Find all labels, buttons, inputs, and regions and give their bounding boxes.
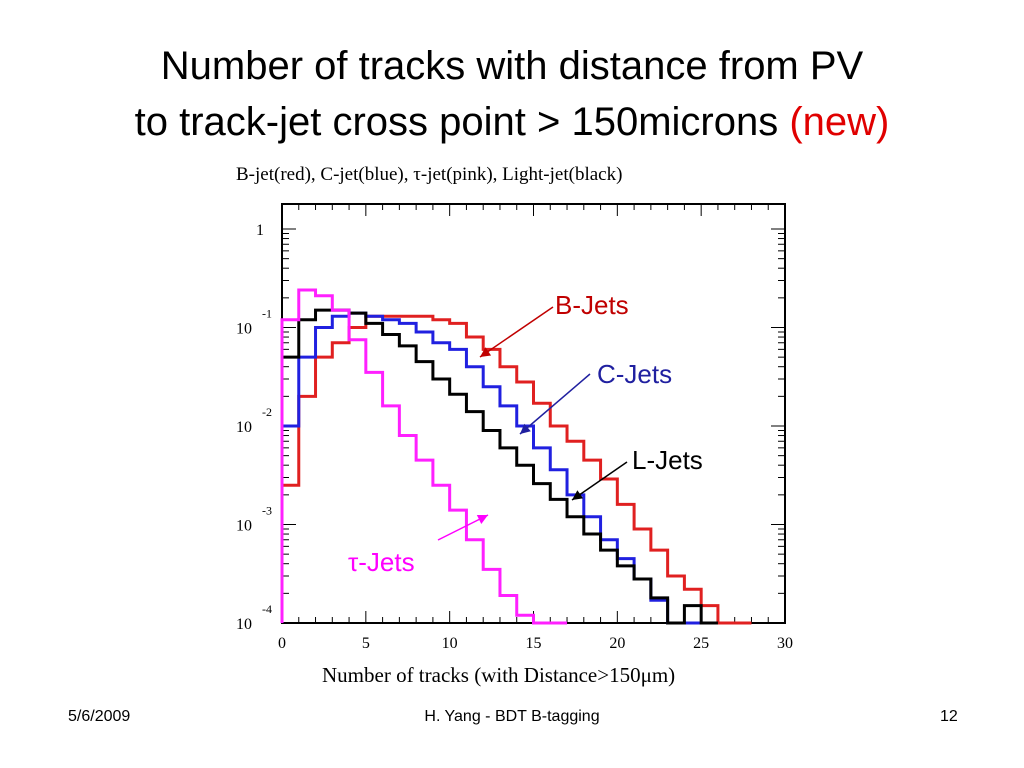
x-tick-label: 20	[609, 635, 625, 652]
footer-author: H. Yang - BDT B-tagging	[424, 708, 600, 725]
l-jets-label-arrow-line	[571, 461, 628, 501]
slide-title-line1: Number of tracks with distance from PV	[160, 44, 864, 88]
footer-date: 5/6/2009	[68, 708, 131, 725]
tau-jets-label: τ-Jets	[348, 547, 415, 577]
x-axis-label: Number of tracks (with Distance>150μm)	[322, 663, 675, 687]
y-tick-label-base: 10	[236, 518, 252, 535]
x-tick-label: 10	[442, 635, 458, 652]
x-tick-label: 25	[693, 635, 709, 652]
l-jets-label: L-Jets	[632, 445, 703, 475]
footer-page-number: 12	[940, 708, 958, 725]
y-tick-label-exponent: -4	[262, 602, 272, 616]
c-jets-label-arrow-line	[519, 373, 591, 435]
x-tick-label: 5	[362, 635, 370, 652]
l-jets-label-arrow-head	[572, 490, 584, 500]
slide-title-new-tag: (new)	[789, 100, 890, 144]
y-tick-label-base: 10	[236, 321, 252, 338]
b-jets-label: B-Jets	[555, 290, 629, 320]
b-jets-label-arrow-head	[480, 347, 492, 357]
x-tick-label: 30	[777, 635, 793, 652]
series-group	[280, 288, 752, 625]
x-tick-label: 0	[278, 635, 286, 652]
chart-title: B-jet(red), C-jet(blue), τ-jet(pink), Li…	[236, 164, 622, 185]
y-tick-label-base: 1	[256, 222, 264, 239]
tau-jets-histogram	[280, 288, 568, 625]
histogram-chart: B-jet(red), C-jet(blue), τ-jet(pink), Li…	[236, 164, 793, 687]
y-tick-label-exponent: -2	[262, 405, 272, 419]
annotations-group: B-Jets C-Jets L-Jets τ-Jets	[348, 290, 703, 577]
c-jets-label: C-Jets	[597, 359, 672, 389]
l-jets-histogram	[280, 308, 718, 625]
slide-title-line2-text: to track-jet cross point > 150microns	[134, 100, 790, 144]
axes-group: 0 5 10 15 20 25 30 10 -4 10 -3 10 -2 10 -1 1	[236, 204, 793, 652]
tau-jets-label-arrow-head	[476, 515, 488, 524]
y-tick-label-exponent: -1	[262, 307, 272, 321]
b-jets-label-arrow-line	[479, 306, 554, 358]
y-tick-label-base: 10	[236, 616, 252, 633]
c-jets-label-arrow-head	[520, 423, 531, 434]
slide-title-line2: to track-jet cross point > 150microns (n…	[0, 98, 1024, 146]
x-tick-label: 15	[526, 635, 542, 652]
y-tick-label-base: 10	[236, 419, 252, 436]
y-tick-label-exponent: -3	[262, 504, 272, 518]
